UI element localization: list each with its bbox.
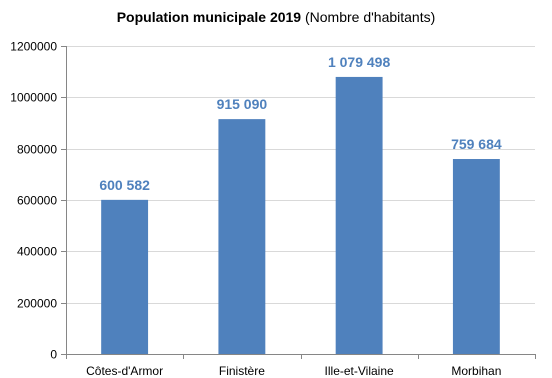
- bar: [452, 159, 500, 354]
- data-label: 600 582: [99, 177, 150, 193]
- y-tick-label: 400000: [17, 245, 57, 259]
- bar: [335, 76, 383, 355]
- y-tick-label: 800000: [17, 143, 57, 157]
- bar: [218, 119, 266, 355]
- y-tick-label: 600000: [17, 194, 57, 208]
- chart-subtitle: (Nombre d'habitants): [304, 9, 436, 25]
- bar: [101, 199, 149, 354]
- data-label: 759 684: [451, 136, 502, 152]
- axes: [61, 46, 536, 359]
- x-tick-label: Côtes-d'Armor: [86, 364, 163, 378]
- y-tick-label: 200000: [17, 297, 57, 311]
- chart-title-main: Population municipale 2019: [116, 9, 302, 25]
- data-label: 1 079 498: [328, 54, 390, 70]
- y-tick-label: 1200000: [10, 40, 57, 54]
- x-tick-label: Morbihan: [451, 364, 501, 378]
- x-tick-label: Finistère: [219, 364, 265, 378]
- labels: 0 200000 400000 600000 800000 1000000 1200000 6…: [10, 40, 502, 378]
- y-tick-label: 0: [50, 348, 57, 362]
- x-tick-label: Ille-et-Vilaine: [325, 364, 394, 378]
- y-tick-label: 1000000: [10, 91, 57, 105]
- bars: [101, 76, 500, 355]
- chart-title: Population municipale 2019 (Nombre d'hab…: [0, 9, 552, 25]
- data-label: 915 090: [217, 96, 268, 112]
